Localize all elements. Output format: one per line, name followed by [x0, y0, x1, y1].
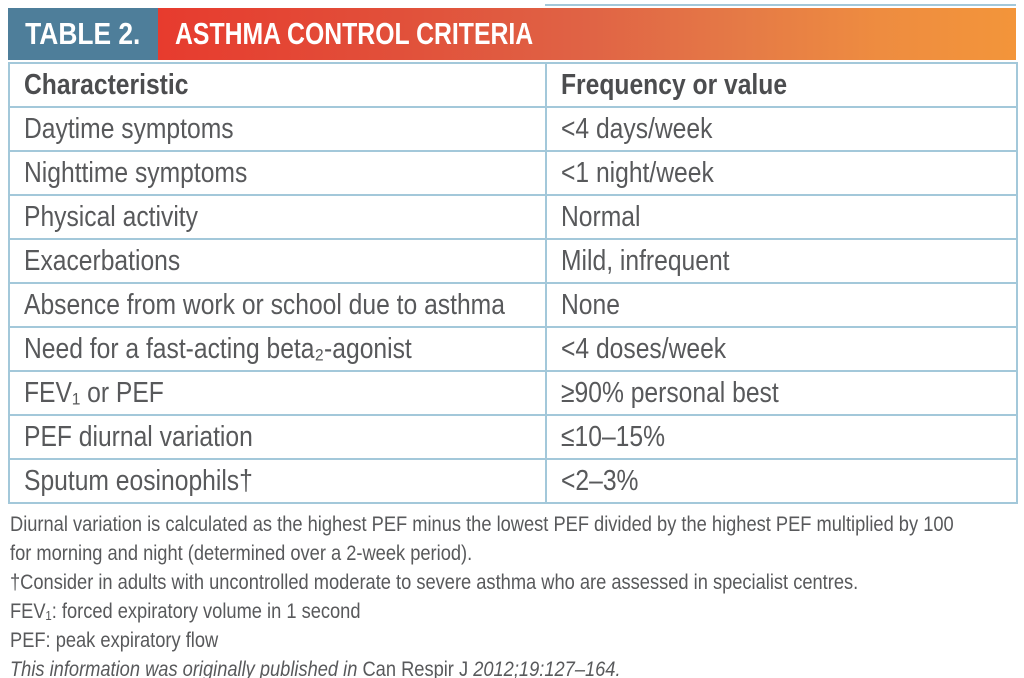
table-header-bar: TABLE 2. ASTHMA CONTROL CRITERIA [8, 8, 1016, 60]
criteria-table: Characteristic Frequency or value Daytim… [8, 62, 1018, 504]
value-text: Mild, infrequent [561, 244, 730, 277]
header-row: Characteristic Frequency or value [8, 62, 1018, 108]
table-row: Nighttime symptoms <1 night/week [8, 150, 1018, 196]
value-text: ≤10–15% [561, 420, 665, 453]
footnote-diurnal: Diurnal variation is calculated as the h… [10, 510, 1018, 568]
characteristic-text: Sputum eosinophils† [24, 464, 253, 497]
characteristic-text: Exacerbations [24, 244, 181, 277]
characteristic-cell: Nighttime symptoms [8, 150, 547, 196]
column-header-characteristic: Characteristic [8, 62, 547, 108]
characteristic-text: FEV₁ or PEF [24, 376, 164, 409]
footnotes: Diurnal variation is calculated as the h… [10, 510, 1018, 678]
table-title-text: ASTHMA CONTROL CRITERIA [175, 16, 534, 51]
table-row: Need for a fast-acting beta₂-agonist <4 … [8, 326, 1018, 372]
value-cell: None [545, 282, 1018, 328]
value-text: <4 doses/week [561, 332, 727, 365]
citation-journal: Can Respir J [362, 657, 469, 678]
column-header-value: Frequency or value [545, 62, 1018, 108]
value-text: None [561, 288, 620, 321]
value-cell: ≤10–15% [545, 414, 1018, 460]
table-number-text: TABLE 2. [25, 16, 141, 51]
footnote-diurnal-text: Diurnal variation is calculated as the h… [10, 512, 954, 565]
footnote-fev1: FEV₁: forced expiratory volume in 1 seco… [10, 597, 1018, 626]
footnote-pef-text: PEF: peak expiratory flow [10, 628, 219, 652]
column-header-characteristic-text: Characteristic [24, 68, 189, 101]
footnote-pef: PEF: peak expiratory flow [10, 626, 1018, 655]
value-cell: Normal [545, 194, 1018, 240]
table-row: Physical activity Normal [8, 194, 1018, 240]
characteristic-cell: Sputum eosinophils† [8, 458, 547, 504]
value-cell: <2–3% [545, 458, 1018, 504]
value-text: <4 days/week [561, 112, 713, 145]
characteristic-cell: FEV₁ or PEF [8, 370, 547, 416]
value-cell: <1 night/week [545, 150, 1018, 196]
characteristic-cell: Physical activity [8, 194, 547, 240]
value-cell: <4 days/week [545, 106, 1018, 152]
citation-text: This information was originally publishe… [10, 655, 621, 678]
top-border-line [545, 4, 1016, 6]
table-row: PEF diurnal variation ≤10–15% [8, 414, 1018, 460]
value-cell: ≥90% personal best [545, 370, 1018, 416]
footnote-dagger-text: †Consider in adults with uncontrolled mo… [10, 570, 859, 594]
footnote-fev1-text: FEV₁: forced expiratory volume in 1 seco… [10, 599, 361, 623]
characteristic-text: Physical activity [24, 200, 198, 233]
citation-prefix: This information was originally publishe… [10, 657, 363, 678]
footnote-dagger: †Consider in adults with uncontrolled mo… [10, 568, 1018, 597]
table-title-bar: ASTHMA CONTROL CRITERIA [158, 8, 1016, 60]
characteristic-cell: Daytime symptoms [8, 106, 547, 152]
characteristic-text: Need for a fast-acting beta₂-agonist [24, 332, 412, 365]
characteristic-cell: Absence from work or school due to asthm… [8, 282, 547, 328]
table-row: FEV₁ or PEF ≥90% personal best [8, 370, 1018, 416]
value-text: <1 night/week [561, 156, 714, 189]
table-row: Exacerbations Mild, infrequent [8, 238, 1018, 284]
value-text: <2–3% [561, 464, 639, 497]
characteristic-text: PEF diurnal variation [24, 420, 253, 453]
characteristic-cell: Exacerbations [8, 238, 547, 284]
table-row: Daytime symptoms <4 days/week [8, 106, 1018, 152]
table-row: Sputum eosinophils† <2–3% [8, 458, 1018, 504]
characteristic-text: Absence from work or school due to asthm… [24, 288, 505, 321]
column-header-value-text: Frequency or value [561, 68, 788, 101]
characteristic-cell: Need for a fast-acting beta₂-agonist [8, 326, 547, 372]
value-text: Normal [561, 200, 641, 233]
table-row: Absence from work or school due to asthm… [8, 282, 1018, 328]
value-cell: Mild, infrequent [545, 238, 1018, 284]
citation: This information was originally publishe… [10, 655, 1018, 678]
citation-reference: 2012;19:127–164. [468, 657, 621, 678]
characteristic-cell: PEF diurnal variation [8, 414, 547, 460]
table-number-label: TABLE 2. [8, 8, 158, 60]
characteristic-text: Daytime symptoms [24, 112, 234, 145]
value-text: ≥90% personal best [561, 376, 779, 409]
characteristic-text: Nighttime symptoms [24, 156, 248, 189]
value-cell: <4 doses/week [545, 326, 1018, 372]
